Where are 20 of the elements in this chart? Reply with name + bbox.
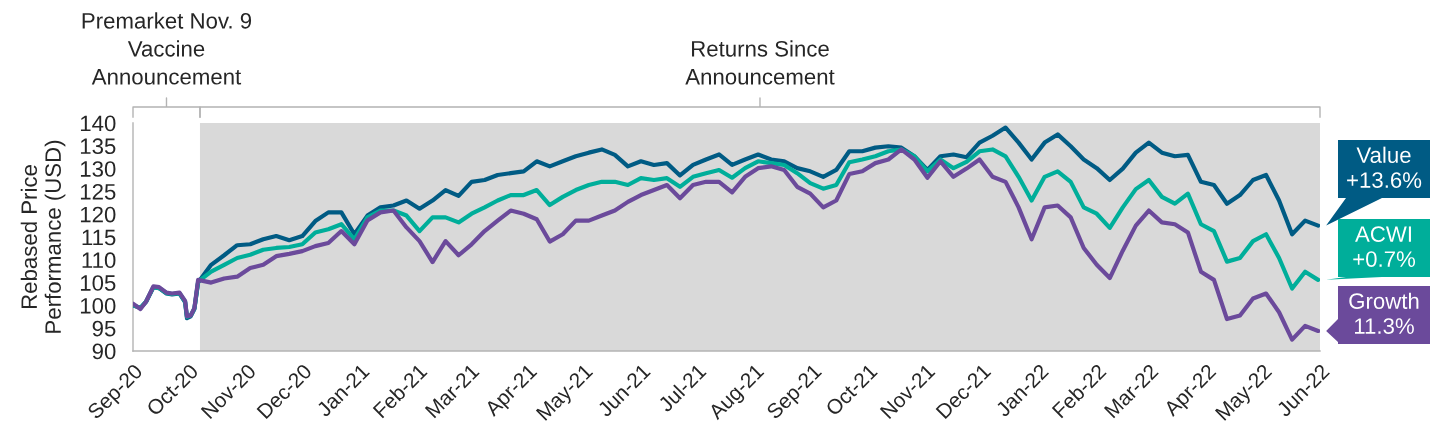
y-tick-label: 115 <box>82 229 116 246</box>
y-tick-label: 100 <box>80 297 116 314</box>
y-tick-label: 130 <box>80 161 116 177</box>
y-tick-label: 95 <box>92 320 116 337</box>
band-label: Returns Since Announcement <box>685 40 835 85</box>
text: ACWI <box>1355 226 1411 242</box>
y-tick-label: 90 <box>92 343 116 360</box>
text: Premarket Nov. 9 Vaccine Announcement <box>82 12 252 85</box>
annotation: 11.3% <box>1355 318 1414 334</box>
annotation: +13.6% <box>1347 172 1422 188</box>
series-label: Growth <box>1349 292 1419 309</box>
y-tick-label: 125 <box>80 183 116 200</box>
y-tick-label: 110 <box>82 252 116 269</box>
y-tick-label: 140 <box>80 115 116 132</box>
y-axis-title: Rebased Price Performance (USD) <box>20 140 66 333</box>
y-tick-label: 105 <box>80 275 116 291</box>
annotation: +0.7% <box>1353 251 1416 267</box>
y-tick-label: 135 <box>80 138 116 155</box>
text: Value <box>1356 146 1411 163</box>
y-tick-label: 120 <box>80 206 116 223</box>
